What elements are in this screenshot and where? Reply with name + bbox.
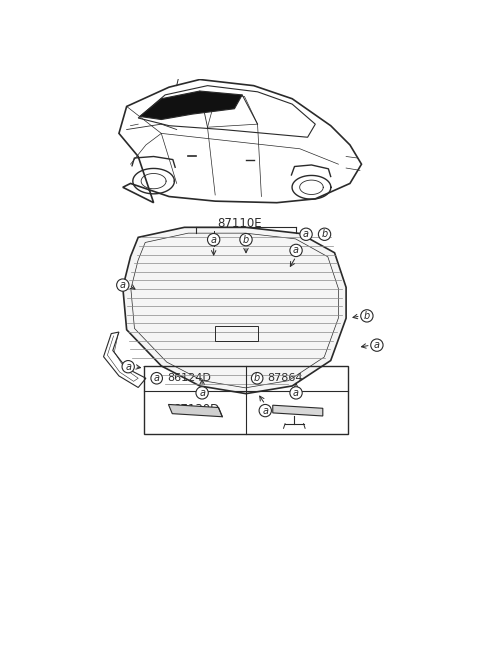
Text: a: a: [199, 388, 205, 398]
Circle shape: [259, 405, 271, 417]
Circle shape: [361, 310, 373, 322]
Text: 87110E: 87110E: [217, 217, 262, 230]
Polygon shape: [140, 91, 242, 119]
Text: b: b: [243, 235, 249, 245]
Text: a: a: [303, 229, 309, 239]
Text: a: a: [154, 373, 160, 383]
Text: a: a: [293, 388, 299, 398]
Circle shape: [290, 387, 302, 399]
Circle shape: [371, 339, 383, 352]
Text: 87130D: 87130D: [173, 403, 219, 415]
Circle shape: [252, 373, 263, 384]
Circle shape: [151, 373, 162, 384]
Polygon shape: [168, 405, 222, 417]
Circle shape: [122, 361, 134, 373]
Circle shape: [240, 234, 252, 246]
Circle shape: [290, 244, 302, 256]
Text: a: a: [293, 245, 299, 255]
Text: a: a: [211, 235, 216, 245]
Text: a: a: [120, 280, 126, 290]
Circle shape: [196, 387, 208, 399]
Circle shape: [318, 228, 331, 240]
Text: b: b: [254, 373, 260, 383]
Text: a: a: [125, 361, 131, 372]
Polygon shape: [273, 405, 323, 416]
Text: b: b: [322, 229, 328, 239]
Circle shape: [117, 279, 129, 291]
Text: a: a: [374, 340, 380, 350]
Text: 86124D: 86124D: [168, 373, 211, 383]
Polygon shape: [123, 228, 346, 394]
Bar: [144, 366, 348, 434]
Text: a: a: [262, 405, 268, 416]
Circle shape: [207, 234, 220, 246]
Text: 87864: 87864: [267, 373, 303, 383]
Circle shape: [300, 228, 312, 240]
Text: b: b: [364, 311, 370, 321]
